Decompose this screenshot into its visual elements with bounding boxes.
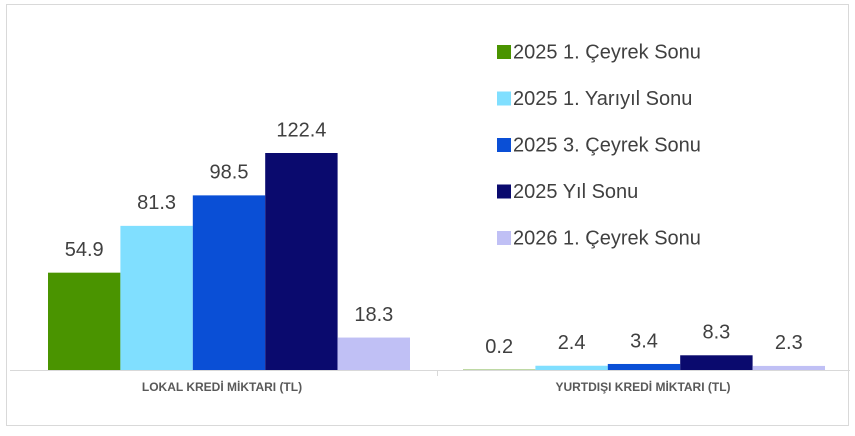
bar xyxy=(680,355,752,370)
x-tick-label: LOKAL KREDİ MİKTARI (TL) xyxy=(142,379,302,394)
legend-swatch xyxy=(497,45,511,59)
x-tick-label: YURTDIŞI KREDİ MİKTARI (TL) xyxy=(555,379,730,394)
data-label: 3.4 xyxy=(630,330,658,352)
legend-label: 2025 Yıl Sonu xyxy=(513,181,638,203)
bar xyxy=(753,366,825,370)
data-label: 2.4 xyxy=(558,332,586,354)
bar xyxy=(120,226,192,370)
legend-label: 2025 3. Çeyrek Sonu xyxy=(513,134,701,156)
data-label: 2.3 xyxy=(775,332,803,354)
bar xyxy=(338,338,410,370)
legend-swatch xyxy=(497,138,511,152)
bar xyxy=(265,153,337,370)
legend-label: 2025 1. Yarıyıl Sonu xyxy=(513,88,692,110)
legend-swatch xyxy=(497,92,511,106)
data-label: 122.4 xyxy=(276,119,326,141)
data-label: 18.3 xyxy=(354,304,393,326)
data-label: 54.9 xyxy=(65,239,104,261)
legend-swatch xyxy=(497,231,511,245)
data-label: 81.3 xyxy=(137,192,176,214)
data-label: 0.2 xyxy=(485,336,513,358)
bar xyxy=(608,364,680,370)
bar xyxy=(535,366,607,370)
legend-label: 2026 1. Çeyrek Sonu xyxy=(513,227,701,249)
legend-swatch xyxy=(497,185,511,199)
bar xyxy=(193,195,265,370)
data-label: 8.3 xyxy=(702,322,730,344)
data-label: 98.5 xyxy=(210,162,249,184)
bar xyxy=(48,273,120,370)
legend-label: 2025 1. Çeyrek Sonu xyxy=(513,41,701,63)
